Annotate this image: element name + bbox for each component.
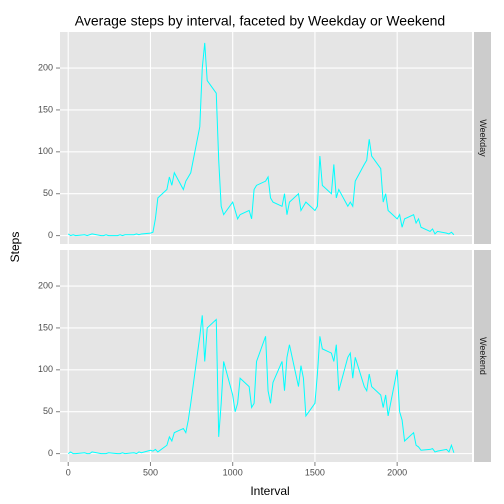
y-tick-label: 100	[38, 364, 53, 374]
y-tick-label: 200	[38, 280, 53, 290]
x-tick-label: 1500	[305, 467, 325, 477]
panel-background	[60, 32, 472, 244]
x-tick-label: 0	[66, 467, 71, 477]
facet-label: Weekend	[478, 337, 488, 375]
line	[67, 42, 455, 237]
facet-strip	[474, 32, 491, 244]
y-tick-label: 50	[43, 188, 53, 198]
facet-label: Weekday	[478, 119, 488, 157]
x-tick-label: 1000	[223, 467, 243, 477]
y-tick-label: 0	[48, 230, 53, 240]
y-tick-label: 100	[38, 146, 53, 156]
x-axis-label: Interval	[250, 484, 289, 498]
y-tick-label: 200	[38, 62, 53, 72]
facet-strip	[474, 250, 491, 462]
y-tick-label: 150	[38, 322, 53, 332]
chart-title: Average steps by interval, faceted by We…	[75, 13, 445, 29]
line	[67, 315, 455, 455]
x-tick-label: 2000	[387, 467, 407, 477]
y-axis-label: Steps	[8, 232, 22, 263]
y-tick-label: 50	[43, 406, 53, 416]
y-tick-label: 0	[48, 448, 53, 458]
y-tick-label: 150	[38, 104, 53, 114]
x-tick-label: 500	[143, 467, 158, 477]
